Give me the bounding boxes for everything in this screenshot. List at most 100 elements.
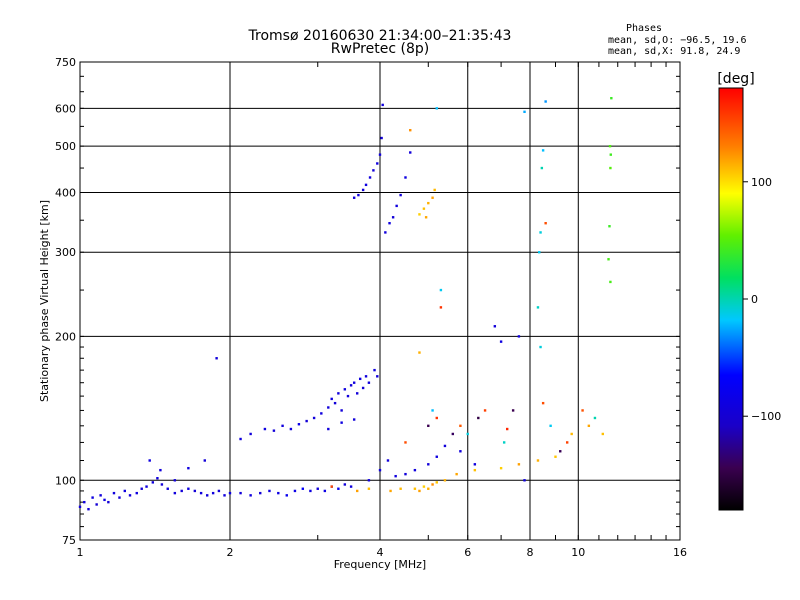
data-point xyxy=(340,421,343,424)
data-point xyxy=(455,472,458,476)
data-point xyxy=(607,258,610,261)
data-point xyxy=(413,487,417,490)
data-point xyxy=(386,459,390,462)
y-tick-label: 600 xyxy=(55,102,76,115)
y-tick-label: 300 xyxy=(55,246,76,259)
data-point xyxy=(211,491,215,495)
data-point xyxy=(394,474,397,478)
data-point xyxy=(228,491,232,495)
data-point xyxy=(435,107,438,110)
data-point xyxy=(337,392,340,395)
colorbar-tick-label: 100 xyxy=(751,176,772,189)
data-point xyxy=(473,463,477,466)
data-point xyxy=(544,222,547,225)
data-point xyxy=(367,381,371,384)
data-point xyxy=(199,491,203,495)
data-point xyxy=(499,340,503,343)
data-point xyxy=(609,280,612,284)
data-point xyxy=(431,409,434,412)
data-point xyxy=(502,441,506,444)
data-point xyxy=(608,144,612,148)
data-point xyxy=(439,306,443,309)
data-points xyxy=(78,96,613,511)
data-point xyxy=(391,216,395,219)
data-point xyxy=(395,204,398,208)
data-point xyxy=(601,432,605,436)
data-point xyxy=(538,251,541,254)
data-point xyxy=(380,136,383,140)
data-point xyxy=(422,485,426,488)
data-point xyxy=(166,487,169,490)
data-point xyxy=(404,472,407,476)
data-point xyxy=(539,345,542,349)
data-point xyxy=(217,489,221,493)
data-point xyxy=(337,487,340,490)
data-point xyxy=(312,416,316,420)
data-point xyxy=(289,427,293,431)
data-point xyxy=(301,487,305,490)
data-point xyxy=(511,409,515,412)
data-point xyxy=(173,479,177,482)
data-point xyxy=(609,166,612,170)
data-point xyxy=(320,412,323,415)
data-point xyxy=(431,196,434,199)
y-tick-label: 75 xyxy=(62,534,76,547)
data-point xyxy=(381,103,384,107)
data-point xyxy=(459,450,462,453)
data-point xyxy=(148,459,151,462)
data-point xyxy=(427,424,430,428)
data-point xyxy=(549,424,552,428)
y-tick-label: 200 xyxy=(55,330,76,343)
data-point xyxy=(431,483,434,486)
data-point xyxy=(517,335,521,338)
data-point xyxy=(483,409,487,412)
data-point xyxy=(352,381,356,384)
data-point xyxy=(443,444,447,448)
data-point xyxy=(439,288,443,292)
data-point xyxy=(187,487,190,490)
data-point xyxy=(159,468,162,472)
data-point xyxy=(173,491,177,495)
data-point xyxy=(83,500,86,504)
data-point xyxy=(87,507,90,511)
data-point xyxy=(523,110,526,114)
data-point xyxy=(554,455,557,458)
data-point xyxy=(427,487,430,490)
data-point xyxy=(123,489,126,493)
data-point xyxy=(609,153,612,156)
data-point xyxy=(357,193,360,197)
data-point xyxy=(349,485,353,488)
data-point xyxy=(540,166,544,170)
colorbar xyxy=(718,87,744,511)
data-point xyxy=(95,503,98,506)
data-point xyxy=(343,388,347,391)
data-point xyxy=(340,409,343,412)
data-point xyxy=(239,437,242,441)
data-point xyxy=(112,491,116,495)
data-point xyxy=(418,489,421,493)
data-point xyxy=(145,485,148,488)
data-point xyxy=(160,483,164,486)
data-point xyxy=(367,487,371,490)
data-point xyxy=(352,196,356,199)
data-point xyxy=(78,505,82,509)
data-point xyxy=(364,375,368,378)
data-point xyxy=(451,432,455,436)
data-point xyxy=(361,188,365,192)
colorbar-ticks: 100 0 −100 xyxy=(743,176,781,423)
data-point xyxy=(409,151,412,154)
data-point xyxy=(459,424,462,428)
colorbar-label: [deg] xyxy=(717,71,754,87)
data-point xyxy=(239,491,242,495)
stats-heading: Phases xyxy=(626,23,662,34)
data-point xyxy=(355,489,359,493)
data-point xyxy=(263,427,267,431)
data-point xyxy=(536,459,540,462)
data-point xyxy=(205,494,209,497)
data-point xyxy=(268,489,271,493)
data-point xyxy=(330,485,333,488)
data-point xyxy=(352,418,356,421)
chart-title: Tromsø 20160630 21:34:00–21:35:43 xyxy=(248,28,512,44)
data-point xyxy=(272,429,276,432)
data-point xyxy=(376,162,379,165)
